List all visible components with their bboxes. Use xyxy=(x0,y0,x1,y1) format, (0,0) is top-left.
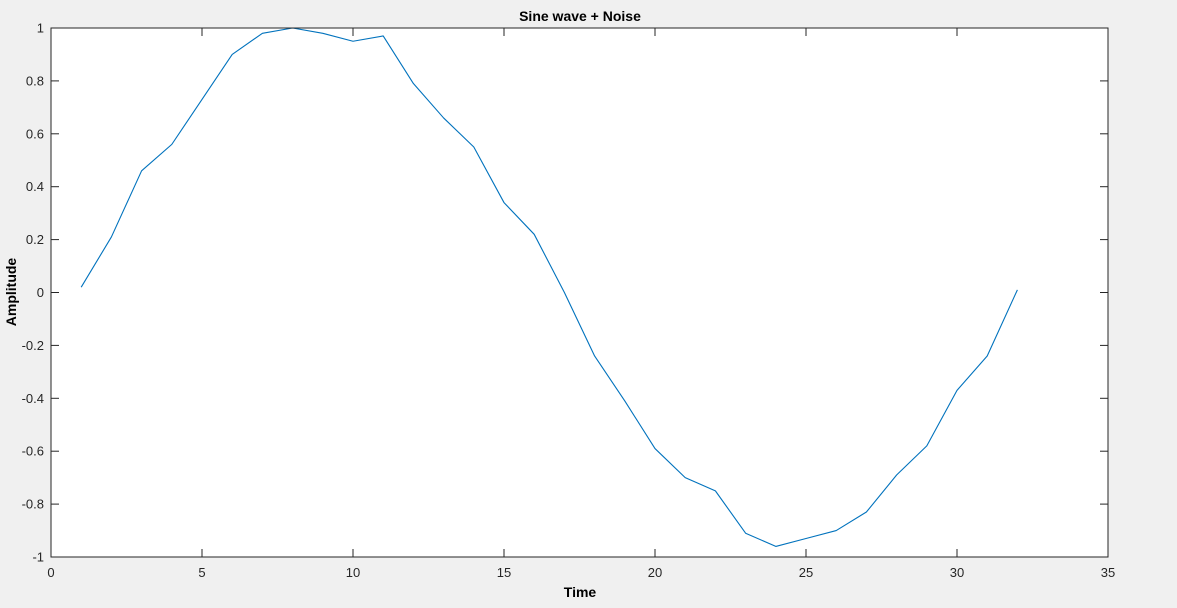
axes-frame xyxy=(50,27,1109,558)
x-tick-label: 15 xyxy=(497,565,511,580)
x-tick-label: 25 xyxy=(799,565,813,580)
y-tick-label: -0.4 xyxy=(22,391,44,406)
y-tick-label: 0 xyxy=(37,285,44,300)
x-tick-label: 5 xyxy=(198,565,205,580)
y-tick-label: 1 xyxy=(37,21,44,36)
tick-label-layer: 0 5 10 15 20 25 30 35 -1 -0.8 -0.6 -0.4 -0.2 0 0.2 0.4 0… xyxy=(22,21,1116,581)
chart-title: Sine wave + Noise xyxy=(519,8,641,24)
x-axis-label: Time xyxy=(564,584,597,600)
y-tick-label: 0.8 xyxy=(26,73,44,88)
tick-layer xyxy=(50,27,1109,558)
x-tick-label: 10 xyxy=(346,565,360,580)
y-tick-label: 0.4 xyxy=(26,179,44,194)
series-layer xyxy=(80,27,1018,547)
y-tick-label: 0.2 xyxy=(26,232,44,247)
y-tick-label: 0.6 xyxy=(26,126,44,141)
x-tick-label: 0 xyxy=(47,565,54,580)
x-tick-label: 30 xyxy=(950,565,964,580)
series-line xyxy=(80,27,1018,547)
y-tick-label: -0.2 xyxy=(22,338,44,353)
y-tick-label: -0.8 xyxy=(22,497,44,512)
plot-area xyxy=(51,28,1108,557)
y-tick-label: -1 xyxy=(32,550,44,565)
x-tick-label: 20 xyxy=(648,565,662,580)
y-tick-label: -0.6 xyxy=(22,444,44,459)
y-axis-label: Amplitude xyxy=(3,258,19,327)
x-tick-label: 35 xyxy=(1101,565,1115,580)
